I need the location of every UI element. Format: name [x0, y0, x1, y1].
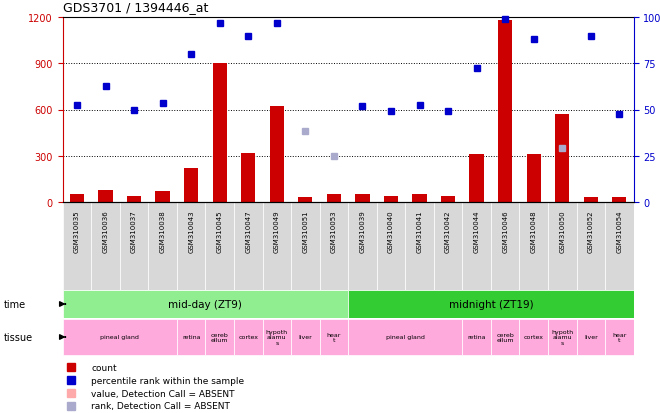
Bar	[348, 290, 634, 318]
Text: GSM310044: GSM310044	[474, 209, 480, 252]
Bar	[405, 202, 434, 290]
Bar	[120, 202, 148, 290]
Text: GSM310050: GSM310050	[559, 209, 565, 252]
Text: hear
t: hear t	[327, 332, 341, 342]
Text: GSM310041: GSM310041	[416, 209, 422, 252]
Bar	[234, 202, 263, 290]
Bar	[263, 202, 291, 290]
Text: midnight (ZT19): midnight (ZT19)	[449, 299, 533, 309]
Bar	[327, 195, 341, 202]
Bar	[519, 202, 548, 290]
Bar	[148, 202, 177, 290]
Bar	[491, 319, 519, 355]
Bar	[177, 319, 205, 355]
Bar	[348, 202, 377, 290]
Bar	[583, 197, 598, 202]
Bar	[298, 197, 312, 202]
Text: time: time	[3, 299, 26, 309]
Text: pineal gland: pineal gland	[100, 335, 139, 339]
Text: hypoth
alamu
s: hypoth alamu s	[551, 329, 574, 345]
Text: GSM310040: GSM310040	[388, 209, 394, 252]
Bar	[548, 202, 577, 290]
Bar	[605, 202, 634, 290]
Text: GSM310054: GSM310054	[616, 209, 622, 252]
Bar	[91, 202, 120, 290]
Bar	[213, 64, 227, 202]
Bar	[377, 202, 405, 290]
Text: GSM310049: GSM310049	[274, 209, 280, 252]
Text: GSM310052: GSM310052	[588, 209, 594, 252]
Bar	[234, 319, 263, 355]
Text: cortex: cortex	[523, 335, 544, 339]
Bar	[462, 319, 491, 355]
Text: GSM310038: GSM310038	[160, 209, 166, 252]
Bar	[355, 195, 370, 202]
Bar	[98, 190, 113, 202]
Bar	[577, 202, 605, 290]
Bar	[348, 319, 462, 355]
Bar	[291, 202, 319, 290]
Text: cortex: cortex	[238, 335, 258, 339]
Text: GSM310039: GSM310039	[360, 209, 366, 252]
Bar	[63, 202, 91, 290]
Bar	[498, 21, 512, 202]
Bar	[319, 202, 348, 290]
Bar	[434, 202, 462, 290]
Bar	[291, 319, 319, 355]
Text: pineal gland: pineal gland	[386, 335, 424, 339]
Text: GSM310036: GSM310036	[102, 209, 108, 252]
Bar	[412, 195, 426, 202]
Bar	[63, 319, 177, 355]
Text: GSM310047: GSM310047	[246, 209, 251, 252]
Text: GSM310045: GSM310045	[216, 209, 222, 252]
Text: hear
t: hear t	[612, 332, 626, 342]
Bar	[441, 196, 455, 202]
Bar	[462, 202, 491, 290]
Text: GDS3701 / 1394446_at: GDS3701 / 1394446_at	[63, 1, 208, 14]
Bar	[555, 115, 570, 202]
Bar	[491, 202, 519, 290]
Bar	[241, 153, 255, 202]
Text: cereb
ellum: cereb ellum	[496, 332, 514, 342]
Bar	[469, 155, 484, 202]
Text: GSM310051: GSM310051	[302, 209, 308, 252]
Text: retina: retina	[467, 335, 486, 339]
Bar	[263, 319, 291, 355]
Text: GSM310042: GSM310042	[445, 209, 451, 252]
Bar	[527, 155, 541, 202]
Text: GSM310048: GSM310048	[531, 209, 537, 252]
Bar	[270, 107, 284, 202]
Text: retina: retina	[182, 335, 201, 339]
Bar	[127, 196, 141, 202]
Bar	[612, 198, 626, 202]
Text: hypoth
alamu
s: hypoth alamu s	[266, 329, 288, 345]
Text: tissue: tissue	[3, 332, 32, 342]
Text: value, Detection Call = ABSENT: value, Detection Call = ABSENT	[91, 389, 235, 398]
Bar	[548, 319, 577, 355]
Bar	[205, 319, 234, 355]
Bar	[384, 196, 398, 202]
Bar	[605, 319, 634, 355]
Text: percentile rank within the sample: percentile rank within the sample	[91, 376, 244, 385]
Bar	[205, 202, 234, 290]
Text: mid-day (ZT9): mid-day (ZT9)	[168, 299, 242, 309]
Text: GSM310035: GSM310035	[74, 209, 80, 252]
Text: GSM310037: GSM310037	[131, 209, 137, 252]
Text: liver: liver	[298, 335, 312, 339]
Bar	[519, 319, 548, 355]
Bar	[70, 195, 84, 202]
Text: rank, Detection Call = ABSENT: rank, Detection Call = ABSENT	[91, 401, 230, 411]
Bar	[177, 202, 205, 290]
Bar	[319, 319, 348, 355]
Bar	[63, 290, 348, 318]
Text: cereb
ellum: cereb ellum	[211, 332, 228, 342]
Text: GSM310043: GSM310043	[188, 209, 194, 252]
Bar	[156, 192, 170, 202]
Text: GSM310046: GSM310046	[502, 209, 508, 252]
Text: liver: liver	[584, 335, 598, 339]
Bar	[184, 169, 198, 202]
Text: count: count	[91, 363, 117, 372]
Bar	[577, 319, 605, 355]
Text: GSM310053: GSM310053	[331, 209, 337, 252]
